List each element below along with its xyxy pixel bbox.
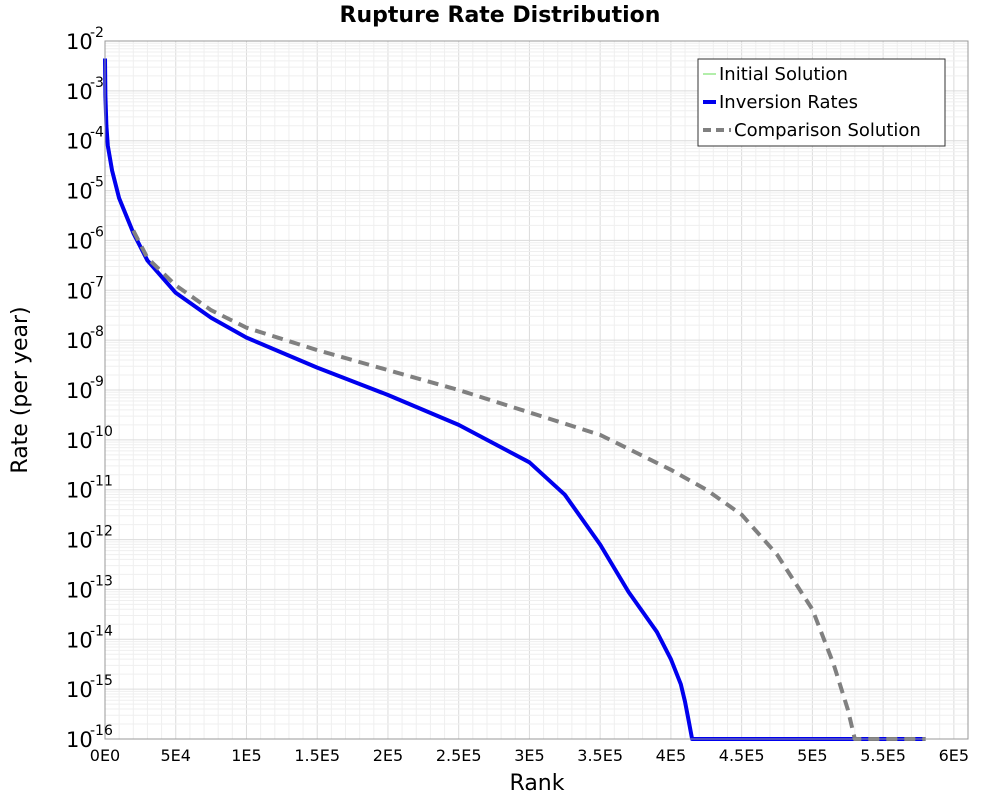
y-tick-exponent: -8 [90,324,104,340]
y-tick-exponent: -16 [90,723,113,739]
x-tick-label: 5.5E5 [860,746,906,765]
y-tick-exponent: -11 [90,474,113,490]
legend: Initial Solution Inversion Rates Compariso… [697,58,946,147]
y-tick-exponent: -3 [90,75,104,91]
y-tick-label: 10 [66,229,93,253]
y-tick-labels: 10-210-310-410-510-610-710-810-910-1010-… [66,25,113,752]
y-axis-label: Rate (per year) [8,306,33,473]
x-tick-label: 2.5E5 [436,746,482,765]
y-tick-exponent: -2 [90,25,104,41]
y-tick-label: 10 [66,30,93,54]
x-tick-labels: 0E0 5E4 1E5 1.5E5 2E5 2.5E5 3E5 3.5E5 4E5 4.5E5 5E… [90,746,969,765]
y-tick-exponent: -14 [90,623,113,639]
x-tick-label: 5E5 [797,746,827,765]
y-tick-exponent: -13 [90,573,113,589]
y-tick-label: 10 [66,578,93,602]
legend-label-3: Comparison Solution [734,120,921,141]
x-tick-label: 1.5E5 [294,746,340,765]
y-tick-label: 10 [66,678,93,702]
y-tick-label: 10 [66,329,93,353]
y-tick-exponent: -7 [90,274,104,290]
y-tick-exponent: -15 [90,673,113,689]
x-tick-label: 6E5 [939,746,969,765]
y-tick-exponent: -4 [90,125,104,141]
y-tick-label: 10 [66,479,93,503]
y-tick-exponent: -9 [90,374,104,390]
y-tick-label: 10 [66,529,93,553]
x-tick-label: 2E5 [373,746,403,765]
y-tick-label: 10 [66,80,93,104]
y-tick-label: 10 [66,279,93,303]
x-tick-label: 3E5 [514,746,544,765]
x-tick-label: 5E4 [161,746,191,765]
plot-frame [104,40,969,740]
y-tick-exponent: -10 [90,424,113,440]
y-tick-label: 10 [66,180,93,204]
y-tick-label: 10 [66,429,93,453]
x-tick-label: 3.5E5 [577,746,623,765]
y-tick-label: 10 [66,379,93,403]
x-tick-label: 0E0 [90,746,120,765]
series-line-2 [103,58,926,741]
y-tick-exponent: -6 [90,224,104,240]
y-tick-exponent: -5 [90,175,104,191]
x-axis-label: Rank [510,771,565,796]
legend-label-2: Inversion Rates [719,92,858,113]
legend-box [697,58,946,147]
x-tick-label: 4.5E5 [719,746,765,765]
legend-label-1: Initial Solution [719,64,848,85]
y-tick-label: 10 [66,130,93,154]
x-tick-label: 1E5 [231,746,261,765]
y-tick-label: 10 [66,728,93,752]
y-tick-label: 10 [66,628,93,652]
chart-title: Rupture Rate Distribution [340,3,661,28]
x-tick-label: 4E5 [656,746,686,765]
y-tick-exponent: -12 [90,524,113,540]
series-line-3 [131,229,926,741]
